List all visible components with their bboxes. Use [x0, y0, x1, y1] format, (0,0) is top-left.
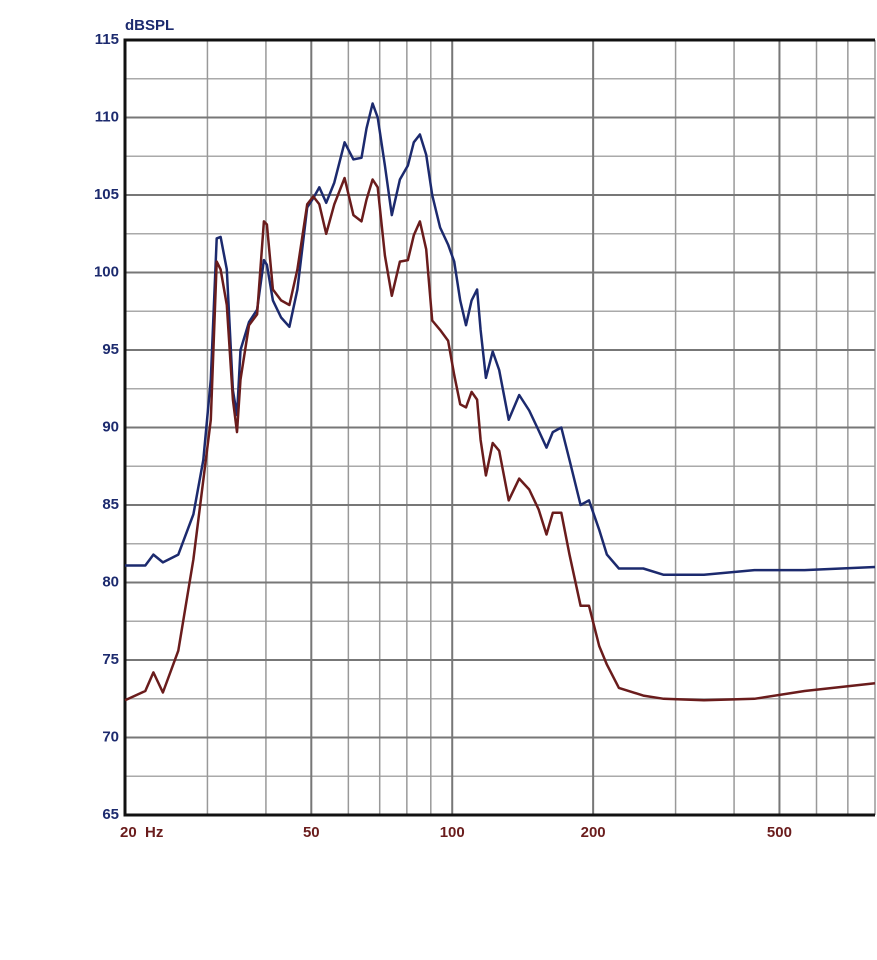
x-tick-label: 50 [303, 824, 320, 841]
series-line [125, 102, 876, 577]
y-axis-label: dBSPL [125, 17, 174, 34]
plot-frame [123, 38, 875, 817]
y-tick-label: 85 [102, 496, 119, 513]
series-line [124, 176, 876, 702]
x-tick-label: 200 [581, 824, 606, 841]
y-tick-label: 105 [94, 186, 119, 203]
y-tick-label: 65 [102, 806, 119, 823]
y-tick-label: 80 [102, 573, 119, 590]
y-tick-label: 115 [95, 31, 119, 48]
y-tick-label: 100 [94, 263, 119, 280]
x-tick-label: 500 [767, 824, 792, 841]
y-tick-label: 75 [102, 651, 119, 668]
y-tick-label: 90 [102, 418, 119, 435]
y-tick-label: 110 [95, 108, 119, 125]
x-tick-label: 20 Hz [120, 824, 163, 841]
y-tick-label: 70 [102, 728, 119, 745]
y-tick-label: 95 [102, 341, 119, 358]
x-tick-label: 100 [440, 824, 465, 841]
